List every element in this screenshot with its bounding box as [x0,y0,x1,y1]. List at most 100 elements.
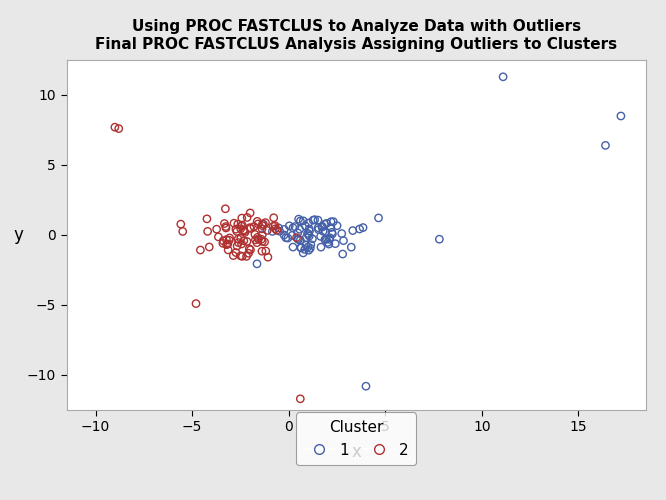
Point [295,236,306,244]
Point [282,234,293,242]
Point [373,214,384,222]
Point [252,218,262,226]
Point [250,230,260,238]
Point [253,220,264,228]
Point [292,229,303,237]
Point [615,112,626,120]
Point [239,227,250,235]
Point [317,222,328,230]
Point [237,252,248,260]
Point [304,225,314,233]
Point [232,220,243,228]
Point [237,221,248,229]
Point [220,205,230,213]
Point [257,220,268,228]
Point [361,382,372,390]
Point [243,249,254,257]
Point [195,246,206,254]
Point [324,240,334,248]
Point [232,228,242,235]
Point [336,230,347,237]
Point [287,232,298,239]
Point [240,228,250,236]
Point [268,214,279,222]
Point [295,395,306,403]
Point [224,236,234,244]
Point [322,220,332,228]
Point [245,209,256,217]
Point [321,235,332,243]
Point [498,73,508,81]
Point [316,243,326,251]
Point [302,230,313,237]
Point [300,246,310,254]
Point [224,234,235,242]
Title: Using PROC FASTCLUS to Analyze Data with Outliers
Final PROC FASTCLUS Analysis A: Using PROC FASTCLUS to Analyze Data with… [95,20,617,52]
Point [302,243,313,251]
Point [305,244,316,252]
Point [230,225,241,233]
Point [313,224,324,232]
Point [268,222,278,230]
Point [434,235,445,243]
Point [242,214,252,222]
Point [316,223,327,231]
Point [288,243,298,251]
Point [219,220,230,228]
Point [310,216,320,224]
Point [233,235,244,243]
Point [177,228,188,235]
Point [284,222,294,230]
Y-axis label: y: y [14,226,23,244]
Point [272,226,282,234]
Point [228,219,239,227]
Point [248,222,259,230]
Point [326,228,337,236]
Point [238,226,249,234]
Point [270,225,280,233]
Point [260,218,271,226]
Point [270,222,280,230]
Point [244,224,255,232]
Point [326,218,336,226]
Point [221,236,232,244]
Point [291,234,302,241]
Point [252,260,262,268]
Point [303,230,314,238]
Point [327,230,338,238]
Point [245,246,256,254]
Point [294,226,305,234]
Point [222,240,233,248]
Point [324,234,335,241]
Point [218,237,228,245]
Point [328,218,339,226]
Point [348,226,358,234]
Point [358,224,368,232]
Point [307,235,318,243]
Point [338,250,348,258]
Point [292,234,303,242]
Point [244,244,254,252]
Point [295,217,306,225]
Point [236,240,247,248]
Point [113,124,124,132]
Point [221,240,232,248]
Point [235,252,246,260]
Point [346,243,356,251]
Point [175,220,186,228]
Point [300,222,310,230]
Point [280,234,291,242]
Point [204,243,214,251]
Point [260,247,271,255]
Point [230,248,241,256]
Point [233,238,244,246]
Point [232,242,242,250]
Point [330,240,340,248]
Point [324,236,335,244]
Point [295,244,306,252]
Point [279,226,290,234]
Point [313,226,324,234]
Point [245,224,256,232]
Point [274,228,285,235]
Point [257,231,268,239]
